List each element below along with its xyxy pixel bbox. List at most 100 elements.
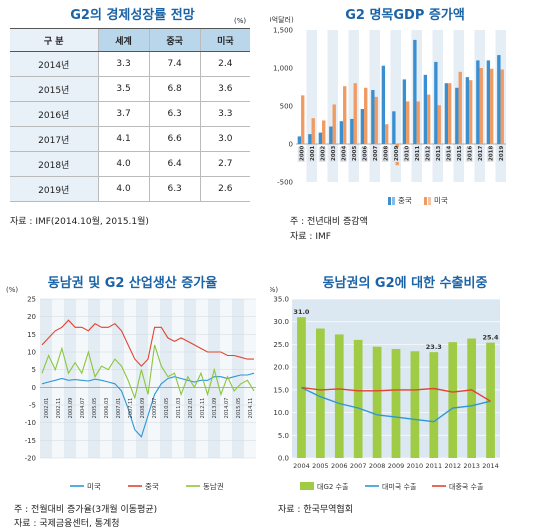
column-stripe <box>112 299 124 458</box>
y-tick-label: 1,500 <box>273 27 293 35</box>
gdp-bar <box>297 136 302 144</box>
x-tick-bg <box>497 147 505 162</box>
x-tick-label: 2003.09 <box>68 398 74 419</box>
growth-outlook-title: G2의 경제성장률 전망 <box>70 8 195 23</box>
table-cell: 3.5 <box>97 76 150 102</box>
gdp-bar <box>476 60 480 144</box>
data-label: 25.4 <box>483 334 500 342</box>
y-tick-label: 15 <box>27 331 36 339</box>
gdp-bar <box>444 83 449 144</box>
legend-label: 중국 <box>398 196 412 205</box>
x-tick-label: 2008.09 <box>140 398 146 419</box>
table-cell: 2015년 <box>10 76 98 102</box>
y-tick-label: 5.0 <box>278 432 289 440</box>
x-tick-label: 2012 <box>444 462 461 470</box>
y-tick-label: 25 <box>27 296 36 304</box>
gdp-bar <box>434 61 438 144</box>
gdp-bar <box>381 65 386 144</box>
growth-table: 구 분 세계 중국 미국 2014년 3.3 7.4 2.4 2015년 3.5 6.8 3.… <box>10 28 250 202</box>
table-cell: 6.8 <box>148 76 201 102</box>
x-tick-bg <box>297 147 305 162</box>
gdp-bar <box>301 95 305 144</box>
export-bar <box>297 317 306 458</box>
gdp-bar <box>458 71 462 144</box>
growth-source: 자료 : IMF(2014.10월, 2015.1월) <box>10 217 149 227</box>
export-panel: 동남권의 G2에 대한 수출비중 (%) 0.0 5.0 10.0 15.0 20.0 2… <box>270 268 540 529</box>
x-tick-label: 2014 <box>482 462 499 470</box>
x-tick-label: 2015.05 <box>236 398 242 419</box>
column-stripe <box>160 299 172 458</box>
y-tick-label: 15.0 <box>273 386 289 394</box>
table-cell: 6.6 <box>148 126 201 152</box>
x-tick-label: 2011.03 <box>176 398 182 419</box>
export-bar <box>334 334 344 458</box>
gdp-bar <box>322 120 326 144</box>
x-tick-label: 2009 <box>394 146 400 161</box>
gdp-bar <box>406 101 410 144</box>
production-source: 자료 : 국제금융센터, 통계청 <box>14 519 120 529</box>
x-tick-label: 2002.11 <box>56 398 62 419</box>
x-tick-label: 2006 <box>362 146 368 161</box>
gdp-bar <box>318 132 323 144</box>
x-tick-label: 2012.01 <box>188 398 194 419</box>
x-tick-label: 2014 <box>446 146 452 161</box>
gdp-bar <box>490 68 494 144</box>
table-cell: 4.0 <box>97 176 150 202</box>
gdp-bar <box>465 77 470 144</box>
x-tick-label: 2016 <box>467 146 473 161</box>
gdp-bar <box>455 87 459 144</box>
x-tick-label: 2011 <box>415 146 421 161</box>
x-tick-bg <box>329 147 337 162</box>
gdp-bar <box>469 80 473 144</box>
export-bar <box>429 352 439 458</box>
export-bar <box>316 328 325 458</box>
legend-swatch <box>428 197 431 205</box>
gdp-bar <box>311 118 315 144</box>
y-tick-label: 0 <box>32 384 36 392</box>
gdp-note: 주 : 전년대비 증감액 <box>290 217 368 227</box>
table-row: 2018년 4.0 6.4 2.7 <box>10 151 250 177</box>
table-row: 2017년 4.1 6.6 3.0 <box>10 126 250 152</box>
gdp-bar <box>364 87 368 144</box>
y-tick-label: 35.0 <box>273 296 289 304</box>
export-bar <box>372 346 382 458</box>
x-tick-bg <box>465 147 473 162</box>
x-tick-label: 2014.11 <box>248 398 254 419</box>
x-tick-bg <box>339 147 347 162</box>
growth-outlook-panel: G2의 경제성장률 전망 (%) 구 분 세계 중국 미국 2014년 3.3 7.… <box>0 0 265 260</box>
x-tick-label: 2003 <box>331 146 337 161</box>
x-tick-label: 2006.03 <box>104 398 110 419</box>
y-tick-label: 1,000 <box>273 65 293 73</box>
x-tick-bg <box>371 147 379 162</box>
production-chart: (%) -20 -15 -10 -5 0 5 10 15 20 25 2002.01 2002.11 2… <box>6 286 256 491</box>
export-bar <box>391 348 401 458</box>
table-cell: 2.7 <box>199 151 250 177</box>
y-tick-label: 10.0 <box>273 409 289 417</box>
x-tick-bg <box>381 147 389 162</box>
gdp-bar <box>308 134 312 144</box>
y-tick-label: -5 <box>29 402 36 410</box>
x-tick-label: 2012.11 <box>200 398 206 419</box>
y-tick-label: -20 <box>25 455 36 463</box>
gdp-title: G2 명목GDP 증가액 <box>345 8 465 23</box>
gdp-bar <box>371 90 375 144</box>
legend-label: 대G2 수출 <box>317 482 349 491</box>
column-stripe <box>40 299 52 458</box>
x-tick-bg <box>318 147 326 162</box>
table-cell: 2019년 <box>10 176 98 202</box>
table-cell: 3.3 <box>199 101 250 127</box>
x-tick-label: 2008 <box>383 146 389 161</box>
table-cell: 4.1 <box>97 126 150 152</box>
series-line <box>41 344 255 400</box>
column-header: 중국 <box>148 28 201 52</box>
x-tick-bg <box>308 147 316 162</box>
y-tick-label: -500 <box>277 179 293 187</box>
table-cell: 6.3 <box>148 101 201 127</box>
y-tick-label: -10 <box>25 419 36 427</box>
x-tick-bg <box>434 147 442 162</box>
gdp-bar <box>479 68 483 144</box>
table-row: 2015년 3.5 6.8 3.6 <box>10 76 250 102</box>
x-tick-label: 2012 <box>425 146 431 161</box>
legend-label: 미국 <box>434 196 448 205</box>
gdp-bar <box>392 111 396 144</box>
